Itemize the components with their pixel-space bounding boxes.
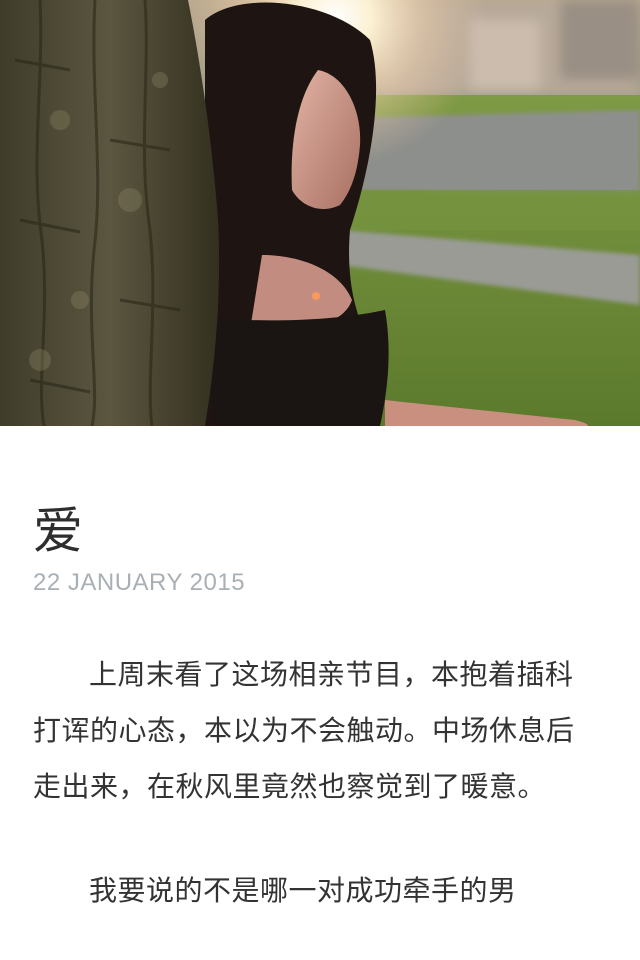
article: 爱 22 JANUARY 2015 上周末看了这场相亲节目，本抱着插科打诨的心态… [33, 496, 581, 960]
post-title: 爱 [33, 502, 83, 560]
hero-photo-illustration [0, 0, 640, 426]
hero-photo [0, 0, 640, 426]
post-paragraph: 上周末看了这场相亲节目，本抱着插科打诨的心态，本以为不会触动。中场休息后走出来，… [33, 658, 575, 803]
post-date: 22 JANUARY 2015 [33, 569, 246, 596]
post-paragraph: 我要说的不是哪一对成功牵手的男 [89, 874, 517, 907]
post-body: 上周末看了这场相亲节目，本抱着插科打诨的心态，本以为不会触动。中场休息后走出来，… [33, 647, 581, 919]
